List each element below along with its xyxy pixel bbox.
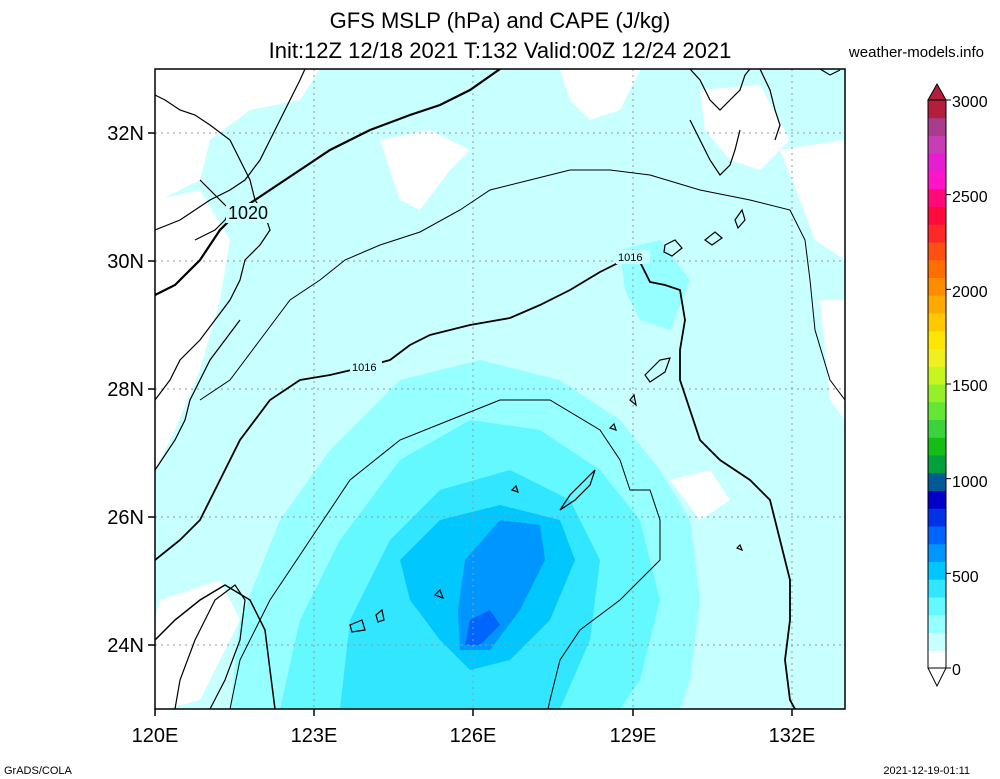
colorbar-swatch <box>928 242 946 261</box>
colorbar-max-arrow <box>927 82 947 101</box>
chart-subtitle: Init:12Z 12/18 2021 T:132 Valid:00Z 12/2… <box>268 38 732 63</box>
colorbar-swatch <box>928 153 946 172</box>
cape-region-600 <box>465 610 500 645</box>
colorbar-swatch <box>928 135 946 154</box>
x-tick-label: 120E <box>132 725 179 747</box>
grid-lines <box>155 69 845 709</box>
colorbar-swatch <box>928 579 946 598</box>
colorbar-tick-label: 2500 <box>952 189 988 206</box>
x-axis <box>154 709 793 716</box>
colorbar-swatch <box>928 526 946 545</box>
colorbar-swatch <box>928 366 946 385</box>
colorbar-swatch <box>928 313 946 332</box>
x-tick-label: 126E <box>450 725 497 747</box>
x-tick-label: 132E <box>769 725 816 747</box>
isobar-label-1020: 1020 <box>228 203 268 223</box>
colorbar-swatch <box>928 419 946 438</box>
colorbar-swatch <box>928 224 946 243</box>
colorbar-swatch <box>928 455 946 474</box>
cape-shading <box>230 240 700 709</box>
colorbar-swatch <box>928 650 946 669</box>
colorbar-swatch <box>928 259 946 278</box>
footer-timestamp: 2021-12-19-01:11 <box>883 765 970 777</box>
colorbar-tick-label: 3000 <box>952 94 988 111</box>
colorbar-swatch <box>928 437 946 456</box>
colorbar-tick-label: 500 <box>952 569 979 586</box>
isobar-labels: 1020 1016 1016 <box>226 203 650 374</box>
colorbar-tick-label: 0 <box>952 662 961 679</box>
colorbar-swatch <box>928 508 946 527</box>
cape-zero-patches <box>155 69 845 709</box>
colorbar-tick-label: 2000 <box>952 284 988 301</box>
x-tick-label: 123E <box>291 725 338 747</box>
chart-title: GFS MSLP (hPa) and CAPE (J/kg) <box>329 8 671 33</box>
colorbar-tick-label: 1000 <box>952 474 988 491</box>
colorbar-swatch <box>928 188 946 207</box>
isobar-label-1016-a: 1016 <box>352 362 376 374</box>
y-axis <box>148 132 155 646</box>
colorbar-swatch <box>928 401 946 420</box>
x-tick-label: 129E <box>610 725 657 747</box>
colorbar-swatch <box>928 100 946 119</box>
y-tick-label: 28N <box>107 379 144 401</box>
colorbar-swatch <box>928 330 946 349</box>
y-tick-label: 30N <box>107 251 144 273</box>
colorbar-swatch <box>928 543 946 562</box>
y-tick-label: 32N <box>107 123 144 145</box>
colorbar-swatch <box>928 277 946 296</box>
map-plot: 1020 1016 1016 <box>155 69 845 709</box>
colorbar-swatch <box>928 490 946 509</box>
colorbar-swatch <box>928 117 946 136</box>
colorbar-swatch <box>928 295 946 314</box>
colorbar-swatch <box>928 597 946 616</box>
isobar-label-1016-b: 1016 <box>618 252 642 264</box>
y-tick-label: 24N <box>107 635 144 657</box>
source-site: weather-models.info <box>848 44 984 61</box>
colorbar-swatch <box>928 614 946 633</box>
footer-credit: GrADS/COLA <box>4 765 72 777</box>
colorbar-swatch <box>928 348 946 367</box>
colorbar-swatch <box>928 384 946 403</box>
colorbar-tick-label: 1500 <box>952 378 988 395</box>
colorbar-swatch <box>928 632 946 651</box>
colorbar-swatch <box>928 206 946 225</box>
colorbar <box>927 82 951 688</box>
colorbar-swatch <box>928 171 946 190</box>
colorbar-swatch <box>928 472 946 491</box>
colorbar-swatch <box>928 561 946 580</box>
colorbar-min-arrow <box>927 667 947 688</box>
y-tick-label: 26N <box>107 507 144 529</box>
